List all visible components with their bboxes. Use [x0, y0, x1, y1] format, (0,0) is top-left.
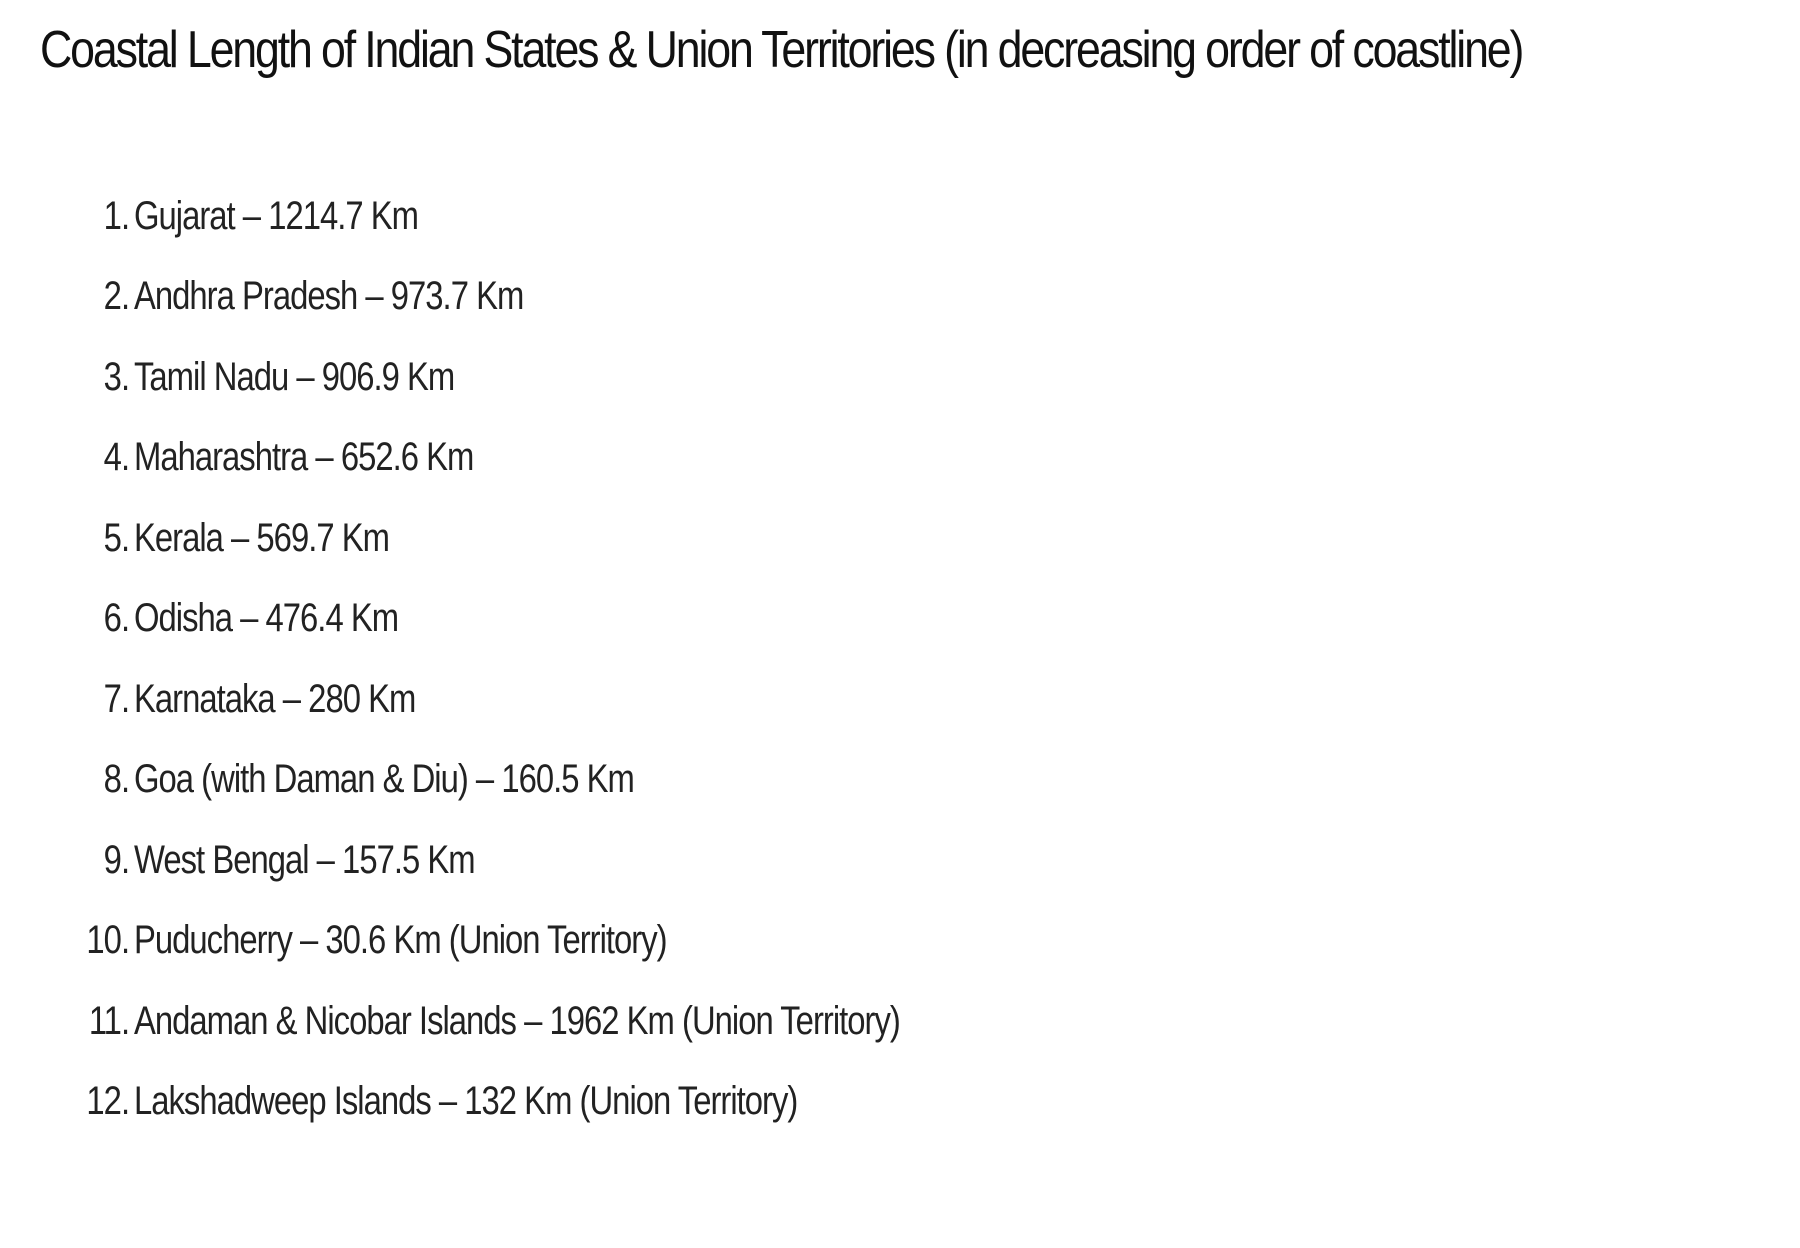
list-item-text: Karnataka – 280 Km — [134, 676, 416, 721]
list-item-number: 12. — [86, 1079, 130, 1124]
list-item-number: 2. — [103, 274, 130, 319]
list-item-text: Andhra Pradesh – 973.7 Km — [134, 274, 524, 319]
list-item-text: Tamil Nadu – 906.9 Km — [134, 354, 455, 399]
list-item-text: Puducherry – 30.6 Km (Union Territory) — [134, 918, 668, 963]
list-item-number: 1. — [103, 193, 130, 238]
list-item: 11. Andaman & Nicobar Islands – 1962 Km … — [0, 981, 1068, 1062]
list-item-number: 6. — [103, 596, 130, 641]
list-item-number: 5. — [103, 515, 130, 560]
list-item-text: Lakshadweep Islands – 132 Km (Union Terr… — [134, 1079, 798, 1124]
list-item-number: 9. — [103, 837, 130, 882]
list-item: 2. Andhra Pradesh – 973.7 Km — [0, 257, 1068, 338]
list-item: 9. West Bengal – 157.5 Km — [0, 820, 1068, 901]
list-item-number: 8. — [103, 757, 130, 802]
list-item-number: 3. — [103, 354, 130, 399]
list-item: 3. Tamil Nadu – 906.9 Km — [0, 337, 1068, 418]
list-item-text: Kerala – 569.7 Km — [134, 515, 390, 560]
list-item-number: 7. — [103, 676, 130, 721]
list-item: 1. Gujarat – 1214.7 Km — [0, 176, 1068, 257]
list-item-text: West Bengal – 157.5 Km — [134, 837, 476, 882]
list-item-number: 4. — [103, 435, 130, 480]
list-item: 5. Kerala – 569.7 Km — [0, 498, 1068, 579]
list-item: 4. Maharashtra – 652.6 Km — [0, 418, 1068, 499]
list-item-text: Gujarat – 1214.7 Km — [134, 193, 419, 238]
coastline-list: 1. Gujarat – 1214.7 Km 2. Andhra Pradesh… — [0, 176, 1068, 1142]
list-item-text: Andaman & Nicobar Islands – 1962 Km (Uni… — [134, 998, 901, 1043]
list-item: 10. Puducherry – 30.6 Km (Union Territor… — [0, 901, 1068, 982]
list-item-number: 11. — [88, 998, 130, 1043]
list-item: 8. Goa (with Daman & Diu) – 160.5 Km — [0, 740, 1068, 821]
list-item: 6. Odisha – 476.4 Km — [0, 579, 1068, 660]
list-item: 12. Lakshadweep Islands – 132 Km (Union … — [0, 1062, 1068, 1143]
list-item: 7. Karnataka – 280 Km — [0, 659, 1068, 740]
page-title: Coastal Length of Indian States & Union … — [40, 21, 1524, 79]
list-item-text: Goa (with Daman & Diu) – 160.5 Km — [134, 757, 635, 802]
list-item-text: Maharashtra – 652.6 Km — [134, 435, 474, 480]
list-item-number: 10. — [86, 918, 130, 963]
list-item-text: Odisha – 476.4 Km — [134, 596, 399, 641]
